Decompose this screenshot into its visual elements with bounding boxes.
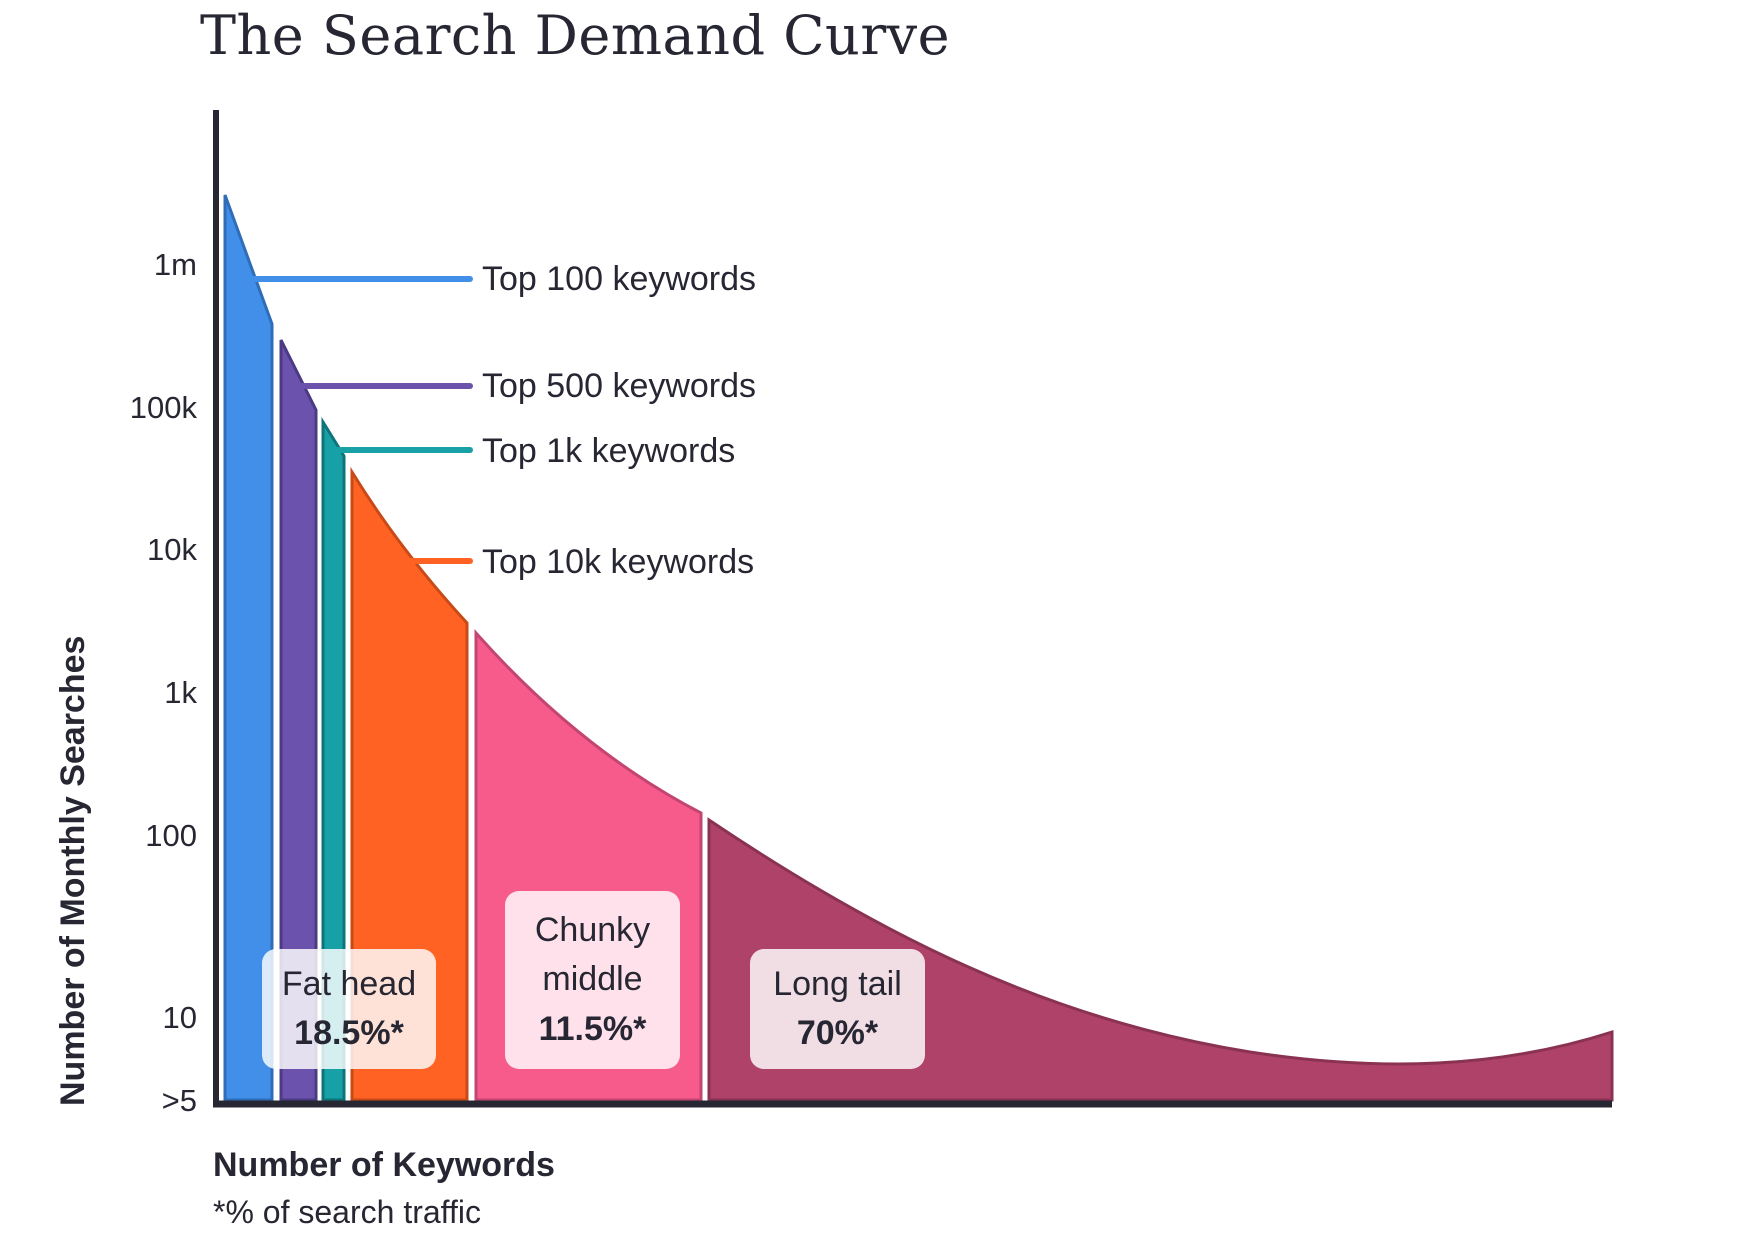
area-top-1k	[321, 416, 346, 1102]
segment-share: 18.5%*	[294, 1014, 404, 1052]
segment-share: 70%*	[796, 1014, 879, 1052]
segment-name: Long tail	[773, 964, 902, 1003]
segment-share: 11.5%*	[538, 1009, 647, 1048]
area-top-10k	[350, 466, 469, 1102]
y-tick-1k: 1k	[164, 675, 197, 710]
y-tick-1m: 1m	[153, 247, 197, 282]
callout-top-1k: Top 1k keywords	[482, 432, 736, 470]
x-axis-title: Number of Keywords	[213, 1146, 555, 1184]
segment-long-tail-label: Long tail 70%*	[750, 949, 925, 1069]
area-long-tail	[707, 817, 1614, 1102]
callout-top-100: Top 100 keywords	[482, 260, 757, 298]
callout-top-10k: Top 10k keywords	[482, 543, 755, 581]
y-tick-5: >5	[161, 1083, 197, 1118]
callout-top-500: Top 500 keywords	[482, 367, 757, 405]
chart-title: The Search Demand Curve	[200, 4, 951, 67]
y-tick-10k: 10k	[147, 532, 197, 567]
segment-name-line-2: middle	[542, 960, 643, 999]
y-axis-title: Number of Monthly Searches	[54, 635, 92, 1106]
segment-chunky-middle-label: Chunky middle 11.5%*	[505, 891, 680, 1069]
y-tick-10: 10	[162, 1000, 197, 1035]
y-tick-100k: 100k	[129, 390, 197, 425]
segment-name-line-1: Chunky	[534, 911, 651, 950]
segment-fat-head-label: Fat head 18.5%*	[262, 949, 436, 1069]
y-tick-100: 100	[145, 818, 197, 853]
footnote: *% of search traffic	[213, 1194, 481, 1230]
segment-name: Fat head	[281, 964, 417, 1003]
